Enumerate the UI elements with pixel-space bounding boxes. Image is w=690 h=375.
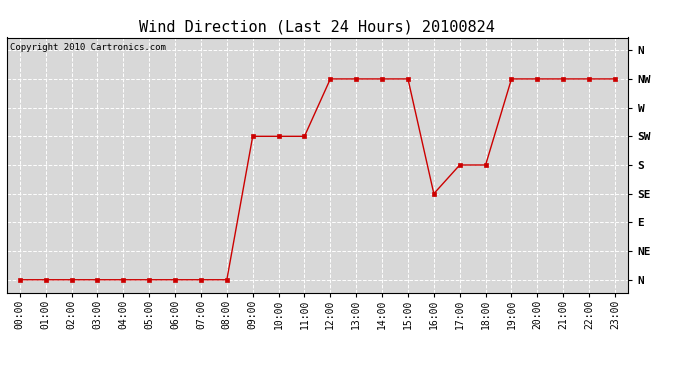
Text: Copyright 2010 Cartronics.com: Copyright 2010 Cartronics.com (10, 43, 166, 52)
Title: Wind Direction (Last 24 Hours) 20100824: Wind Direction (Last 24 Hours) 20100824 (139, 20, 495, 35)
